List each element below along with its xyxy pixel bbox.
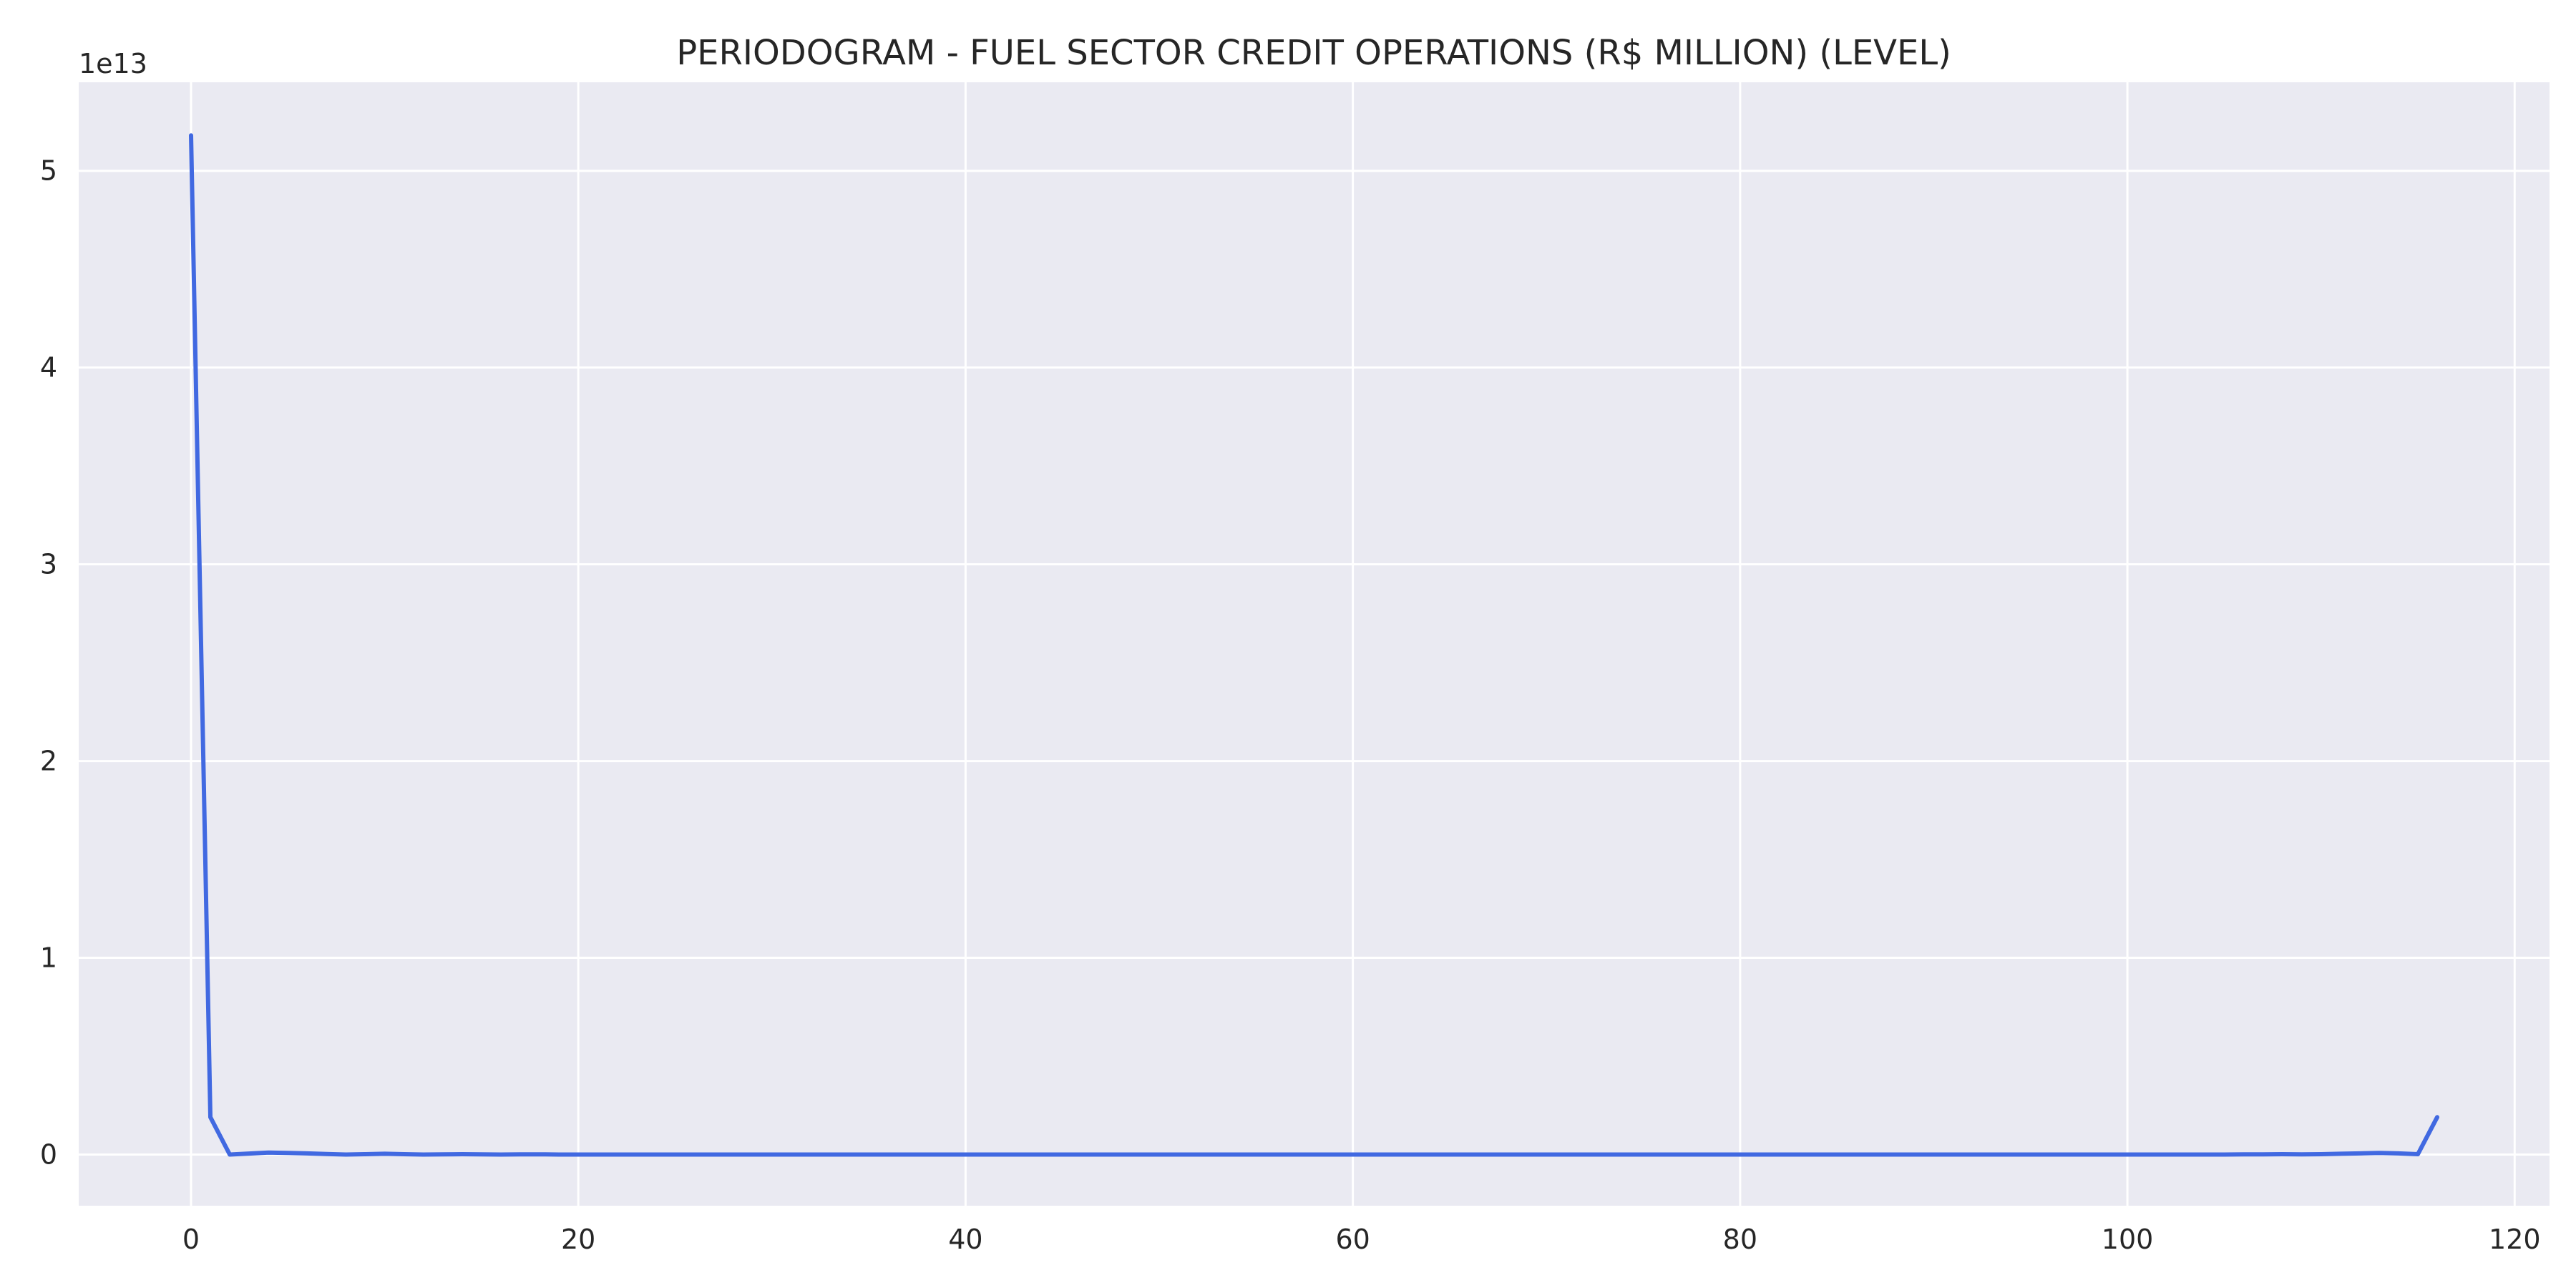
y-axis-ticks: 0 1 2 3 4 5 xyxy=(40,155,57,1171)
y-axis-offset-label: 1e13 xyxy=(79,48,147,79)
y-tick-label: 5 xyxy=(40,155,57,187)
x-tick-label: 120 xyxy=(2489,1224,2541,1255)
y-tick-label: 3 xyxy=(40,549,57,580)
x-tick-label: 80 xyxy=(1723,1224,1757,1255)
y-tick-label: 2 xyxy=(40,746,57,777)
x-tick-label: 40 xyxy=(948,1224,982,1255)
y-tick-label: 1 xyxy=(40,942,57,974)
series-layer xyxy=(189,133,2439,1157)
x-axis-ticks: 0 20 40 60 80 100 120 xyxy=(182,1224,2541,1255)
series-line xyxy=(189,133,2439,1157)
x-tick-label: 100 xyxy=(2102,1224,2154,1255)
plot-area xyxy=(79,82,2550,1206)
x-tick-label: 60 xyxy=(1335,1224,1370,1255)
x-tick-label: 20 xyxy=(561,1224,595,1255)
x-tick-label: 0 xyxy=(182,1224,200,1255)
chart-title: PERIODOGRAM - FUEL SECTOR CREDIT OPERATI… xyxy=(676,33,1951,73)
y-tick-label: 0 xyxy=(40,1139,57,1171)
y-tick-label: 4 xyxy=(40,352,57,384)
